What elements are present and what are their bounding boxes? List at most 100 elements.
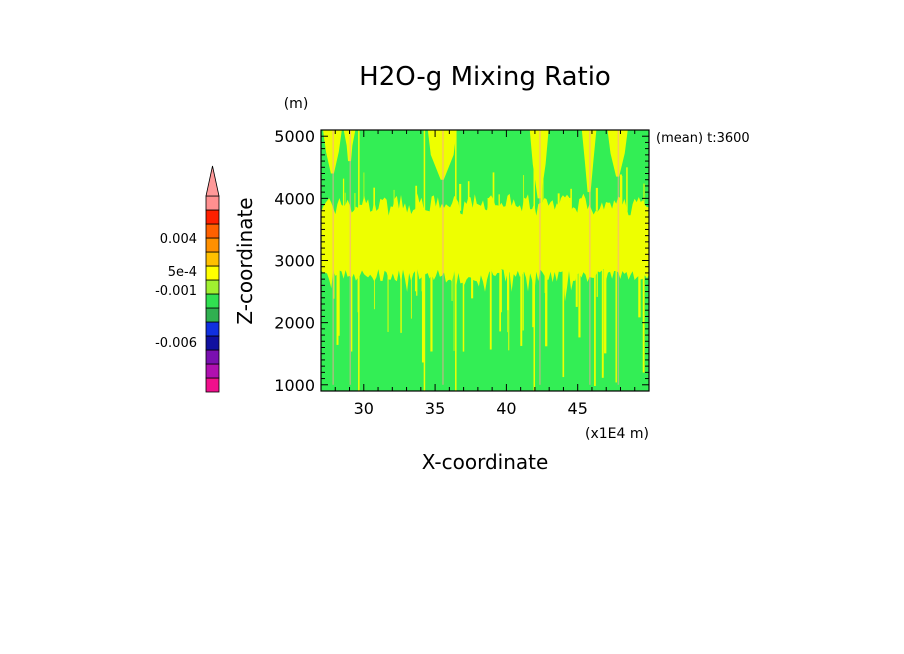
moisture-filament xyxy=(373,187,375,211)
plume-streak xyxy=(539,130,541,385)
moisture-filament xyxy=(453,269,455,351)
moisture-filament xyxy=(615,269,617,383)
moisture-filament xyxy=(471,269,474,299)
moisture-filament xyxy=(492,172,495,211)
moisture-filament xyxy=(354,193,356,211)
moisture-filament xyxy=(545,269,548,347)
colorbar-segment xyxy=(205,195,220,211)
moisture-filament xyxy=(498,194,500,211)
moisture-filament xyxy=(570,188,572,211)
moisture-filament xyxy=(336,269,339,345)
moisture-filament xyxy=(523,175,525,211)
moisture-filament xyxy=(489,269,492,350)
moisture-filament xyxy=(415,185,418,211)
moisture-filament xyxy=(451,269,453,301)
moisture-filament xyxy=(562,269,565,378)
mixing-ratio-field xyxy=(321,130,649,391)
y-tick-label: 1000 xyxy=(274,376,315,395)
colorbar-segment xyxy=(205,307,220,323)
moisture-filament xyxy=(522,269,524,331)
moisture-filament xyxy=(363,172,365,211)
colorbar-segment xyxy=(205,335,220,351)
moisture-column xyxy=(423,130,426,391)
moisture-filament xyxy=(532,269,534,328)
x-tick-label: 30 xyxy=(354,399,374,418)
y-tick-label: 2000 xyxy=(274,314,315,333)
x-axis-label: X-coordinate xyxy=(422,450,549,474)
colorbar-segment xyxy=(205,279,220,295)
colorbar-segment xyxy=(205,293,220,309)
colorbar-segment xyxy=(205,321,220,337)
moisture-filament xyxy=(595,187,598,211)
plume-streak xyxy=(617,130,620,385)
moisture-filament xyxy=(400,269,402,333)
moisture-filament xyxy=(430,269,433,352)
moisture-column xyxy=(455,130,457,391)
moisture-filament xyxy=(642,269,645,373)
y-tick-label: 5000 xyxy=(274,127,315,146)
moisture-filament xyxy=(500,269,502,313)
y-tick-label: 3000 xyxy=(274,252,315,271)
colorbar-segment xyxy=(205,377,220,393)
moisture-filament xyxy=(410,269,412,319)
colorbar-arrow xyxy=(205,165,220,197)
axes: 30 35 40 45 1000 2000 3000 4000 5000 xyxy=(274,127,650,418)
x-tick-label: 40 xyxy=(496,399,516,418)
moist-band xyxy=(321,193,649,302)
moisture-column xyxy=(358,130,360,391)
moisture-filament xyxy=(557,193,560,211)
colorbar-label: 5e-4 xyxy=(168,265,197,280)
moisture-filament xyxy=(601,269,604,378)
colorbar-segment xyxy=(205,251,220,267)
moisture-filament xyxy=(620,175,623,211)
colorbar-segment xyxy=(205,349,220,365)
moisture-filament xyxy=(350,269,353,352)
moisture-filament xyxy=(459,183,462,211)
colorbar-segment xyxy=(205,209,220,225)
x-tick-label: 45 xyxy=(568,399,588,418)
moisture-filament xyxy=(507,269,508,333)
x-unit-label: (x1E4 m) xyxy=(585,426,649,442)
moisture-filament xyxy=(604,269,607,354)
plume-streak xyxy=(589,130,591,385)
moisture-filament xyxy=(506,269,509,311)
moisture-filament xyxy=(568,197,571,211)
moisture-filament xyxy=(542,178,544,211)
colorbar-label: 0.004 xyxy=(160,232,197,247)
chart-title: H2O-g Mixing Ratio xyxy=(359,62,611,92)
moisture-filament xyxy=(643,183,645,211)
moisture-filament xyxy=(421,269,425,363)
moisture-filament xyxy=(487,197,489,211)
y-axis-label: Z-coordinate xyxy=(233,197,257,324)
moisture-filament xyxy=(626,167,628,211)
plume-streak xyxy=(349,130,352,385)
moisture-filament xyxy=(499,269,502,332)
moisture-filament xyxy=(462,269,465,352)
moisture-filament xyxy=(508,269,510,351)
moisture-filament xyxy=(373,269,375,310)
moisture-filament xyxy=(467,181,470,211)
moisture-filament xyxy=(594,269,596,387)
moisture-filament xyxy=(338,269,340,336)
moisture-column xyxy=(533,130,535,391)
moisture-filament xyxy=(344,192,346,211)
moisture-filament xyxy=(638,269,641,318)
colorbar-label: -0.001 xyxy=(155,284,197,299)
moisture-filament xyxy=(342,178,345,211)
x-tick-label: 35 xyxy=(425,399,445,418)
colorbar-segment xyxy=(205,363,220,379)
colorbar: 0.004 5e-4 -0.001 -0.006 xyxy=(155,165,220,393)
moisture-filament xyxy=(540,177,543,211)
moisture-filament xyxy=(414,269,418,292)
y-unit-label: (m) xyxy=(284,96,309,112)
y-tick-label: 4000 xyxy=(274,189,315,208)
colorbar-segment xyxy=(205,223,220,239)
moisture-filament xyxy=(578,269,581,338)
moisture-filament xyxy=(544,269,547,293)
plume-streak xyxy=(442,130,444,385)
colorbar-segment xyxy=(205,265,220,281)
plume-streak xyxy=(332,130,334,385)
moisture-filament xyxy=(580,198,582,211)
moisture-filament xyxy=(575,269,578,307)
